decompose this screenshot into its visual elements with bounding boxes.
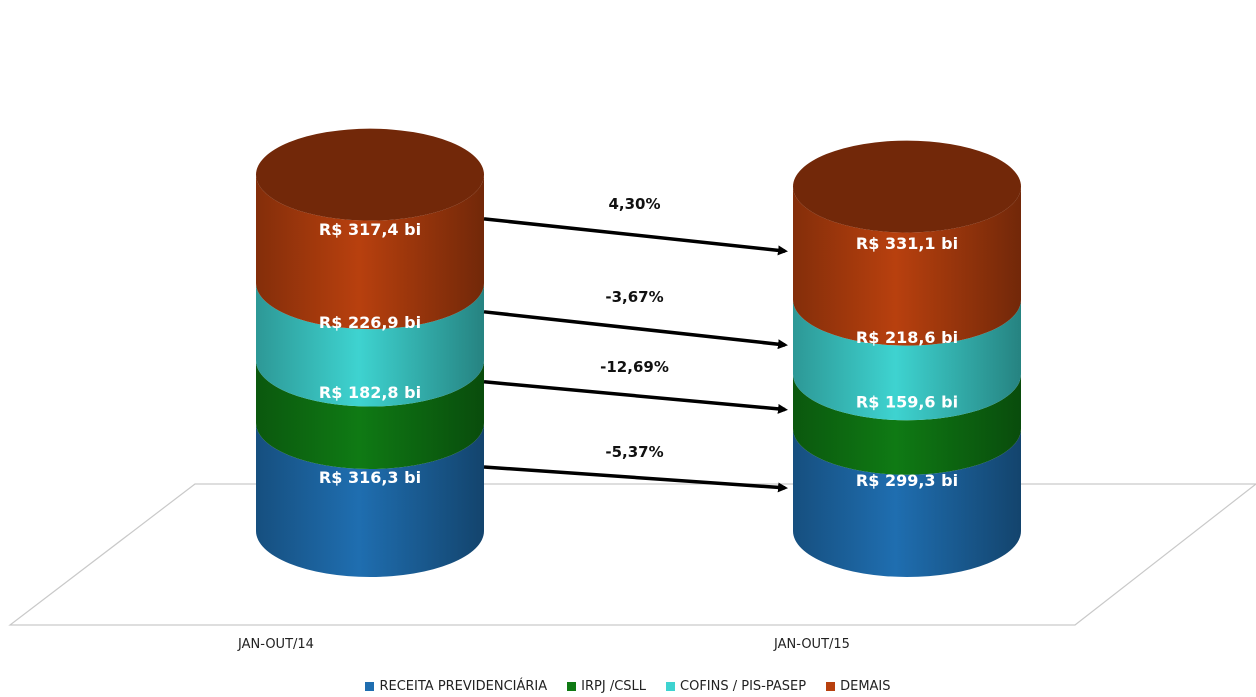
change-percent-label: 4,30% <box>608 195 660 213</box>
legend-swatch <box>826 682 836 691</box>
legend-swatch <box>666 682 676 691</box>
segment-value-label: R$ 331,1 bi <box>856 234 958 253</box>
cylinder-segment <box>793 428 1021 577</box>
change-percent-label: -3,67% <box>605 288 663 306</box>
change-arrow <box>483 465 788 493</box>
cylinder-segment <box>793 299 1021 421</box>
cylinder-top <box>256 128 484 221</box>
cylinder-segment <box>256 174 484 330</box>
legend-swatch <box>567 682 577 691</box>
category-label: JAN-OUT/14 <box>237 637 314 652</box>
cylinder-segment <box>793 186 1021 346</box>
change-arrow <box>483 310 788 350</box>
cylinder-segment <box>793 374 1021 475</box>
legend-label: DEMAIS <box>840 679 891 694</box>
segment-value-label: R$ 299,3 bi <box>856 471 958 490</box>
legend-item-demais: DEMAIS <box>826 679 891 694</box>
legend: RECEITA PREVIDENCIÁRIA IRPJ /CSLL COFINS… <box>0 679 1256 694</box>
legend-item-irpj: IRPJ /CSLL <box>567 679 646 694</box>
change-arrow <box>483 217 788 256</box>
legend-label: RECEITA PREVIDENCIÁRIA <box>379 679 548 694</box>
segment-value-label: R$ 226,9 bi <box>319 313 421 332</box>
segment-value-label: R$ 218,6 bi <box>856 328 958 347</box>
segment-value-label: R$ 316,3 bi <box>319 468 421 487</box>
legend-swatch <box>365 682 375 691</box>
cylinder-segment <box>256 283 484 407</box>
legend-item-cofins: COFINS / PIS-PASEP <box>666 679 806 694</box>
segment-value-label: R$ 317,4 bi <box>319 220 421 239</box>
cylinders: R$ 316,3 bi R$ 182,8 bi R$ 226,9 bi R$ 317,… <box>256 128 1021 577</box>
segment-value-label: R$ 182,8 bi <box>319 383 421 402</box>
category-label: JAN-OUT/15 <box>773 637 850 652</box>
category-axis: JAN-OUT/14 JAN-OUT/15 <box>237 637 850 652</box>
segment-value-label: R$ 159,6 bi <box>856 393 958 412</box>
change-percent-label: -12,69% <box>600 358 669 376</box>
change-arrow <box>483 380 788 414</box>
change-percent-label: -5,37% <box>605 443 663 461</box>
legend-label: COFINS / PIS-PASEP <box>680 679 807 694</box>
floor-plane <box>8 483 1256 626</box>
cylinder-segment <box>256 422 484 577</box>
cylinder-top <box>793 140 1021 233</box>
change-arrows: -5,37% -12,69% -3,67% 4,30% <box>483 195 788 493</box>
legend-item-receita: RECEITA PREVIDENCIÁRIA <box>365 679 547 694</box>
legend-label: IRPJ /CSLL <box>581 679 647 694</box>
cylinder-segment <box>256 360 484 469</box>
